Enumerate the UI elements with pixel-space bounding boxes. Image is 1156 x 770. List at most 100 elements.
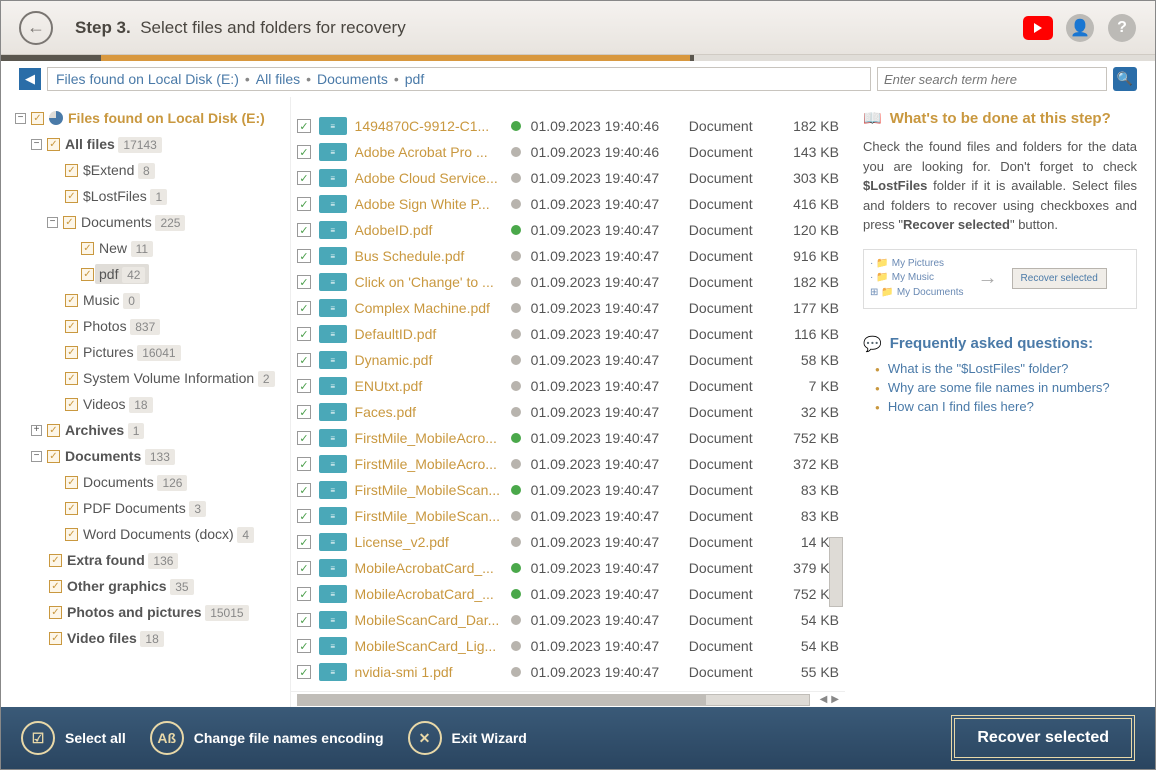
file-row[interactable]: ✓≡MobileScanCard_Dar...01.09.2023 19:40:… [291, 607, 845, 633]
file-row[interactable]: ✓≡FirstMile_MobileAcro...01.09.2023 19:4… [291, 425, 845, 451]
tree-item[interactable]: ✓Video files 18 [15, 625, 284, 651]
file-checkbox[interactable]: ✓ [297, 197, 311, 211]
file-checkbox[interactable]: ✓ [297, 561, 311, 575]
file-row[interactable]: ✓≡ENUtxt.pdf01.09.2023 19:40:47Document7… [291, 373, 845, 399]
file-checkbox[interactable]: ✓ [297, 431, 311, 445]
file-checkbox[interactable]: ✓ [297, 457, 311, 471]
file-row[interactable]: ✓≡FirstMile_MobileScan...01.09.2023 19:4… [291, 477, 845, 503]
tree-item[interactable]: ✓PDF Documents 3 [15, 495, 284, 521]
file-checkbox[interactable]: ✓ [297, 639, 311, 653]
tree-checkbox[interactable]: ✓ [47, 450, 60, 463]
tree-item[interactable]: ✓Other graphics 35 [15, 573, 284, 599]
tree-item[interactable]: ✓Photos and pictures 15015 [15, 599, 284, 625]
file-row[interactable]: ✓≡1494870C-9912-C1...01.09.2023 19:40:46… [291, 113, 845, 139]
tree-item[interactable]: ✓Videos 18 [15, 391, 284, 417]
change-encoding-button[interactable]: AßChange file names encoding [150, 721, 384, 755]
file-row[interactable]: ✓≡DefaultID.pdf01.09.2023 19:40:47Docume… [291, 321, 845, 347]
file-row[interactable]: ✓≡MobileAcrobatCard_...01.09.2023 19:40:… [291, 555, 845, 581]
file-checkbox[interactable]: ✓ [297, 353, 311, 367]
file-row[interactable]: ✓≡MobileAcrobatCard_...01.09.2023 19:40:… [291, 581, 845, 607]
tree-checkbox[interactable]: ✓ [65, 372, 78, 385]
tree-item[interactable]: ✓Documents 126 [15, 469, 284, 495]
tree-checkbox[interactable]: ✓ [65, 476, 78, 489]
file-row[interactable]: ✓≡nvidia-smi 1.pdf01.09.2023 19:40:47Doc… [291, 659, 845, 685]
expander-icon[interactable]: − [31, 139, 42, 150]
tree-checkbox[interactable]: ✓ [81, 242, 94, 255]
faq-link[interactable]: Why are some file names in numbers? [863, 380, 1137, 395]
tree-item[interactable]: −✓Documents 225 [15, 209, 284, 235]
file-row[interactable]: ✓≡MobileScanCard_Lig...01.09.2023 19:40:… [291, 633, 845, 659]
file-checkbox[interactable]: ✓ [297, 249, 311, 263]
search-input[interactable] [877, 67, 1107, 91]
tree-checkbox[interactable]: ✓ [65, 190, 78, 203]
expander-icon[interactable]: − [31, 451, 42, 462]
back-button[interactable]: ← [19, 11, 53, 45]
file-checkbox[interactable]: ✓ [297, 119, 311, 133]
file-row[interactable]: ✓≡License_v2.pdf01.09.2023 19:40:47Docum… [291, 529, 845, 555]
search-button[interactable]: 🔍 [1113, 67, 1137, 91]
file-row[interactable]: ✓≡Dynamic.pdf01.09.2023 19:40:47Document… [291, 347, 845, 373]
breadcrumb-part[interactable]: Documents [317, 71, 388, 87]
youtube-icon[interactable] [1023, 13, 1053, 43]
tree-checkbox[interactable]: ✓ [81, 268, 94, 281]
faq-link[interactable]: How can I find files here? [863, 399, 1137, 414]
tree-checkbox[interactable]: ✓ [49, 606, 62, 619]
file-row[interactable]: ✓≡AdobeID.pdf01.09.2023 19:40:47Document… [291, 217, 845, 243]
breadcrumb-back-button[interactable]: ◀ [19, 68, 41, 90]
breadcrumb-part[interactable]: Files found on Local Disk (E:) [56, 71, 239, 87]
file-checkbox[interactable]: ✓ [297, 379, 311, 393]
tree-item[interactable]: −✓Files found on Local Disk (E:) [15, 105, 284, 131]
file-checkbox[interactable]: ✓ [297, 665, 311, 679]
file-checkbox[interactable]: ✓ [297, 483, 311, 497]
tree-checkbox[interactable]: ✓ [47, 424, 60, 437]
tree-checkbox[interactable]: ✓ [65, 528, 78, 541]
tree-checkbox[interactable]: ✓ [65, 346, 78, 359]
file-row[interactable]: ✓≡Click on 'Change' to ...01.09.2023 19:… [291, 269, 845, 295]
file-checkbox[interactable]: ✓ [297, 509, 311, 523]
file-row[interactable]: ✓≡Bus Schedule.pdf01.09.2023 19:40:47Doc… [291, 243, 845, 269]
tree-item[interactable]: ✓Music 0 [15, 287, 284, 313]
tree-item[interactable]: ✓Word Documents (docx) 4 [15, 521, 284, 547]
breadcrumb-part[interactable]: pdf [405, 71, 424, 87]
recover-selected-button[interactable]: Recover selected [951, 715, 1135, 761]
tree-checkbox[interactable]: ✓ [65, 320, 78, 333]
file-list[interactable]: ✓≡1494870C-9912-C1...01.09.2023 19:40:46… [291, 97, 845, 691]
file-checkbox[interactable]: ✓ [297, 587, 311, 601]
tree-item[interactable]: ✓New 11 [15, 235, 284, 261]
file-checkbox[interactable]: ✓ [297, 145, 311, 159]
file-row[interactable]: ✓≡FirstMile_MobileAcro...01.09.2023 19:4… [291, 451, 845, 477]
breadcrumb-part[interactable]: All files [256, 71, 300, 87]
breadcrumb[interactable]: Files found on Local Disk (E:)•All files… [47, 67, 871, 91]
file-row[interactable]: ✓≡Adobe Acrobat Pro ...01.09.2023 19:40:… [291, 139, 845, 165]
expander-icon[interactable]: − [15, 113, 26, 124]
tree-checkbox[interactable]: ✓ [31, 112, 44, 125]
file-row[interactable]: ✓≡FirstMile_MobileScan...01.09.2023 19:4… [291, 503, 845, 529]
file-checkbox[interactable]: ✓ [297, 613, 311, 627]
tree-checkbox[interactable]: ✓ [65, 164, 78, 177]
scrollbar-vertical[interactable] [829, 537, 843, 607]
file-row[interactable]: ✓≡Adobe Sign White P...01.09.2023 19:40:… [291, 191, 845, 217]
select-all-button[interactable]: ☑Select all [21, 721, 126, 755]
help-icon[interactable]: ? [1107, 13, 1137, 43]
tree-checkbox[interactable]: ✓ [47, 138, 60, 151]
file-row[interactable]: ✓≡Complex Machine.pdf01.09.2023 19:40:47… [291, 295, 845, 321]
tree-checkbox[interactable]: ✓ [65, 502, 78, 515]
tree-item[interactable]: ✓$Extend 8 [15, 157, 284, 183]
file-checkbox[interactable]: ✓ [297, 301, 311, 315]
tree-item[interactable]: ✓Photos 837 [15, 313, 284, 339]
file-checkbox[interactable]: ✓ [297, 275, 311, 289]
file-checkbox[interactable]: ✓ [297, 223, 311, 237]
expander-icon[interactable]: + [31, 425, 42, 436]
tree-checkbox[interactable]: ✓ [65, 294, 78, 307]
tree-checkbox[interactable]: ✓ [49, 580, 62, 593]
user-icon[interactable]: 👤 [1065, 13, 1095, 43]
file-checkbox[interactable]: ✓ [297, 171, 311, 185]
tree-item[interactable]: ✓System Volume Information 2 [15, 365, 284, 391]
file-checkbox[interactable]: ✓ [297, 405, 311, 419]
tree-item[interactable]: −✓Documents 133 [15, 443, 284, 469]
tree-item[interactable]: ✓Extra found 136 [15, 547, 284, 573]
scrollbar-horizontal[interactable]: ◀▶ [291, 691, 845, 707]
file-checkbox[interactable]: ✓ [297, 535, 311, 549]
tree-item[interactable]: −✓All files 17143 [15, 131, 284, 157]
tree-item[interactable]: ✓$LostFiles 1 [15, 183, 284, 209]
